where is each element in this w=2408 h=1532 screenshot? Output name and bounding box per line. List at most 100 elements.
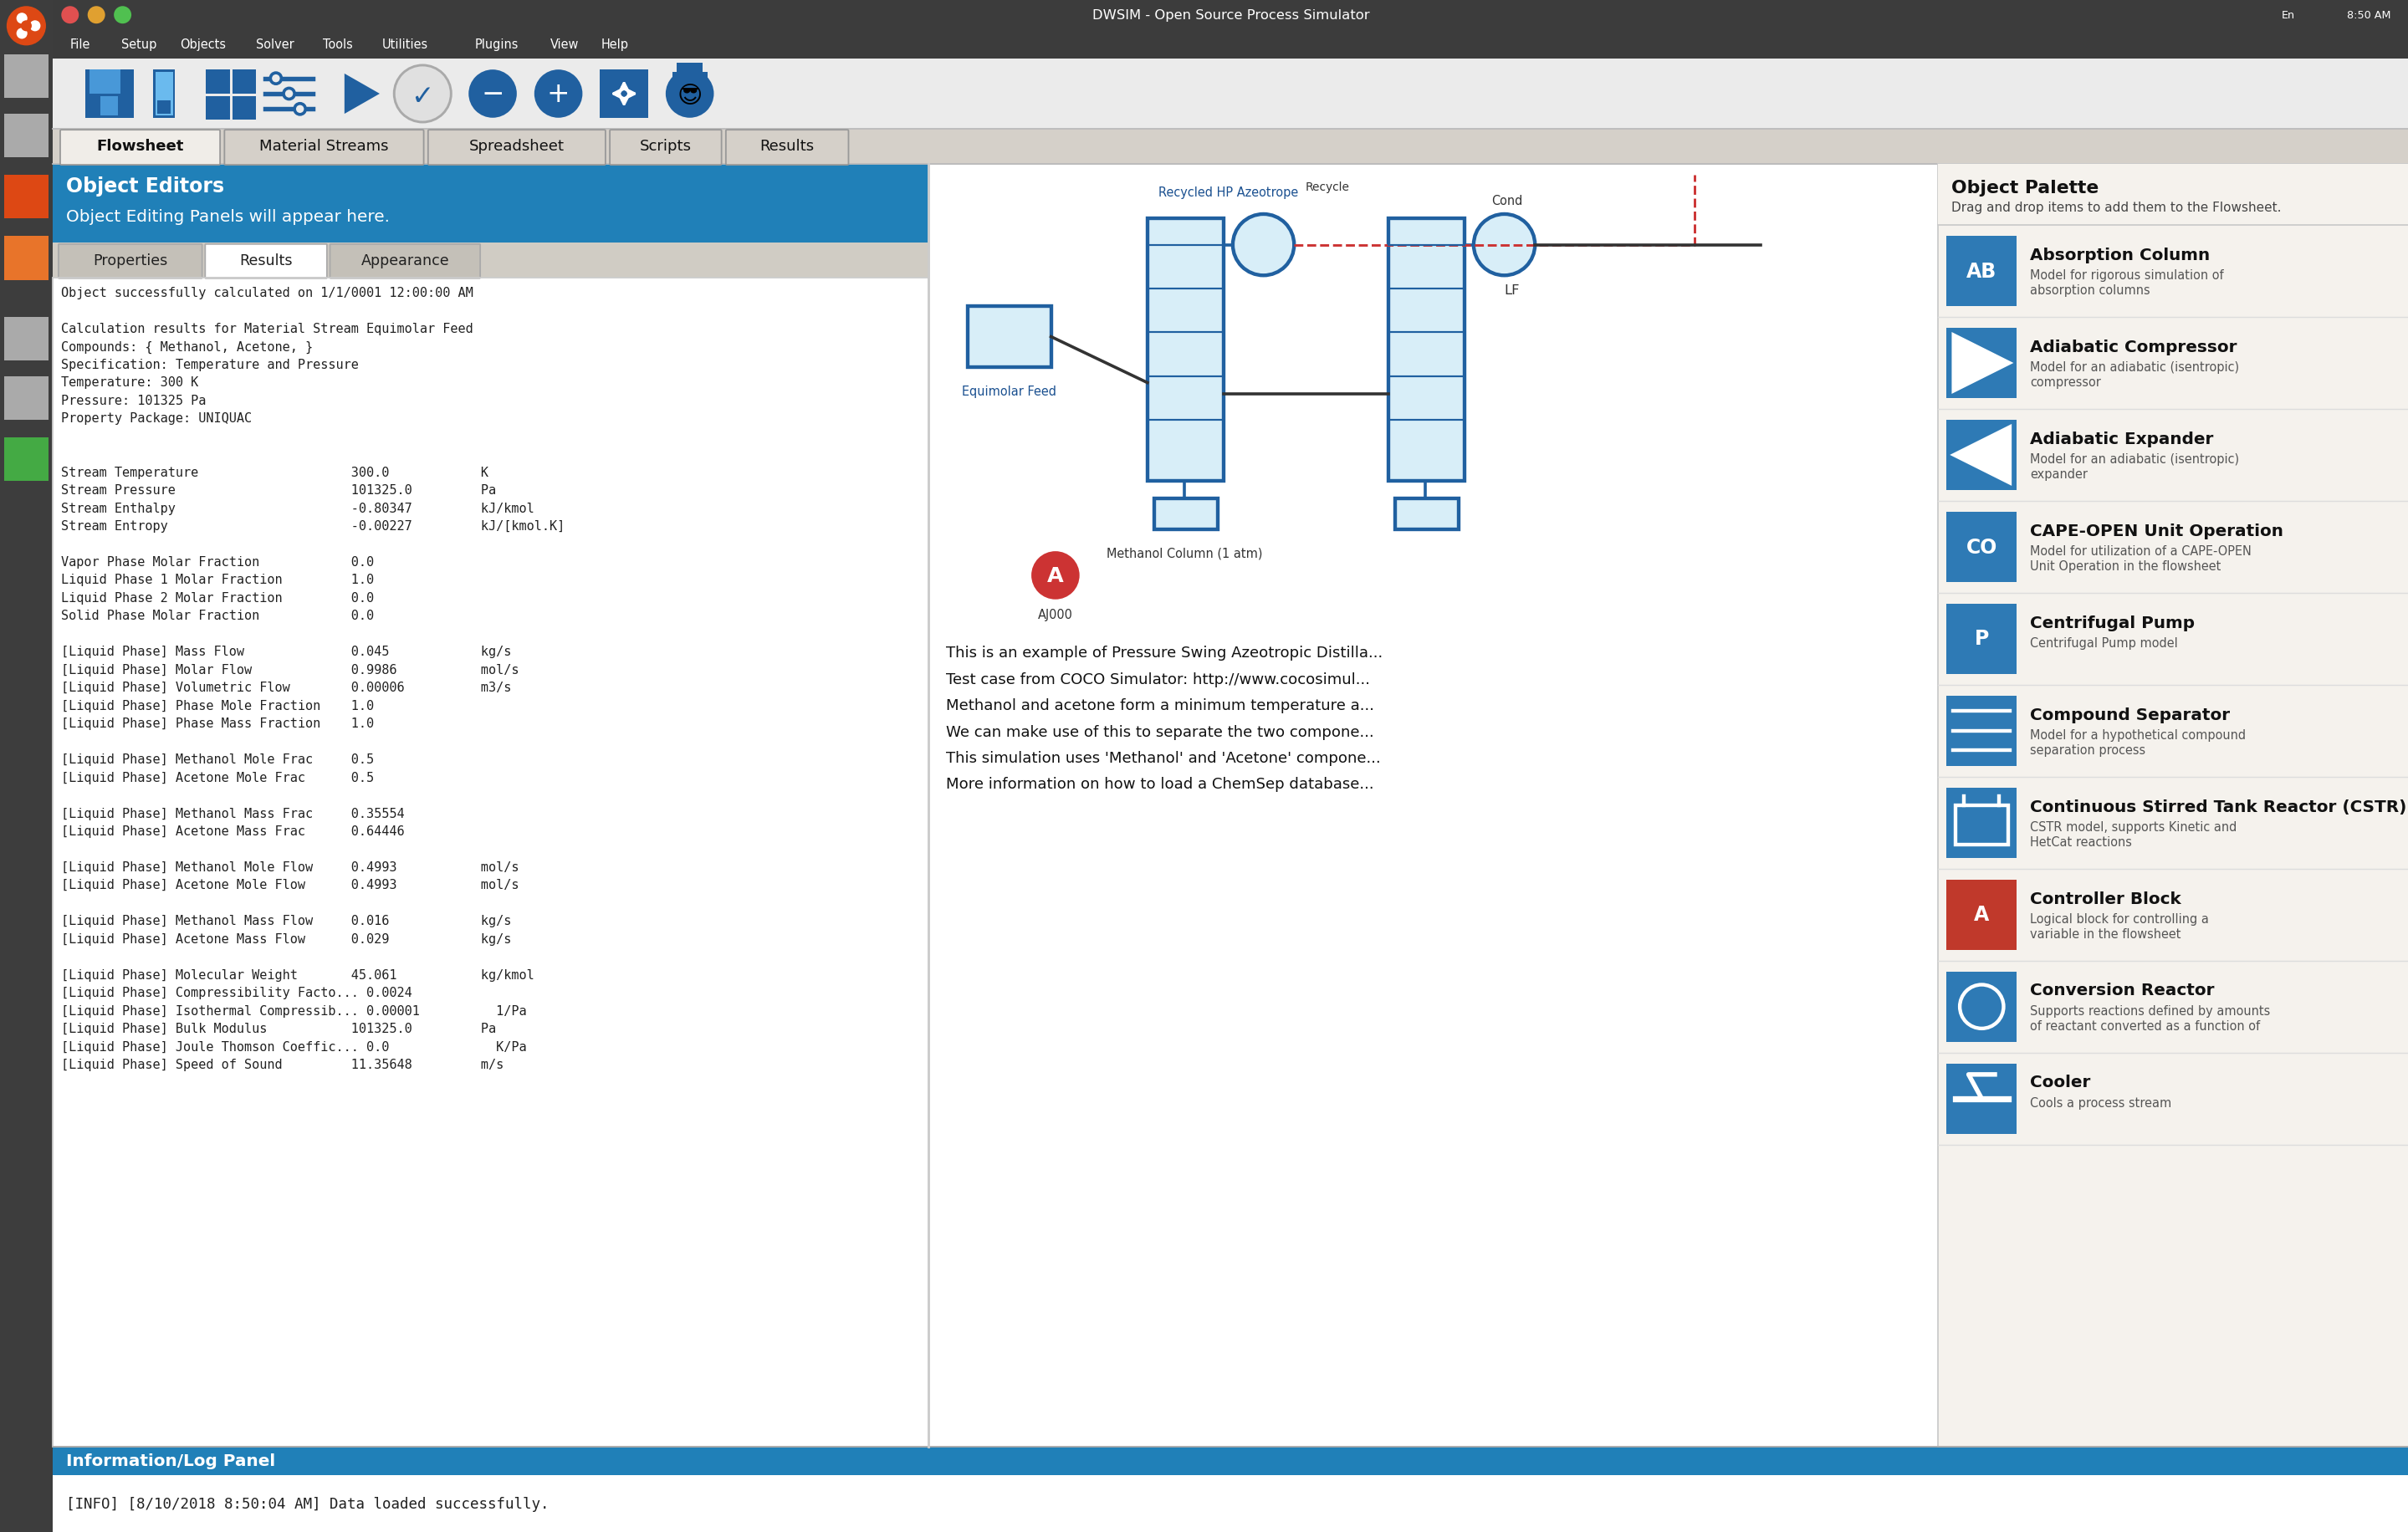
Text: Spreadsheet: Spreadsheet <box>470 139 563 155</box>
Text: Stream Enthalpy                       -0.80347         kJ/kmol: Stream Enthalpy -0.80347 kJ/kmol <box>60 502 535 515</box>
Text: This simulation uses 'Methanol' and 'Acetone' compone...: This simulation uses 'Methanol' and 'Ace… <box>946 751 1380 766</box>
Bar <box>1938 164 2408 225</box>
Bar <box>0 0 53 1532</box>
Text: Calculation results for Material Stream Equimolar Feed: Calculation results for Material Stream … <box>60 323 474 336</box>
Bar <box>53 129 2408 164</box>
Text: Help: Help <box>602 38 628 51</box>
Text: expander: expander <box>2030 469 2088 481</box>
Text: Stream Temperature                    300.0            K: Stream Temperature 300.0 K <box>60 466 489 478</box>
Bar <box>154 70 176 118</box>
Polygon shape <box>1953 427 2011 484</box>
Circle shape <box>87 6 106 25</box>
Text: [Liquid Phase] Joule Thomson Coeffic... 0.0              K/Pa: [Liquid Phase] Joule Thomson Coeffic... … <box>60 1040 527 1052</box>
Text: CAPE-OPEN Unit Operation: CAPE-OPEN Unit Operation <box>2030 522 2283 539</box>
Text: Utilities: Utilities <box>383 38 429 51</box>
Text: [Liquid Phase] Phase Mass Fraction    1.0: [Liquid Phase] Phase Mass Fraction 1.0 <box>60 717 373 729</box>
Text: 8:50 AM: 8:50 AM <box>2345 9 2391 21</box>
Text: Supports reactions defined by amounts: Supports reactions defined by amounts <box>2030 1005 2268 1017</box>
Text: CO: CO <box>1965 538 1996 558</box>
Bar <box>5 55 48 98</box>
Text: [Liquid Phase] Methanol Mass Flow     0.016            kg/s: [Liquid Phase] Methanol Mass Flow 0.016 … <box>60 915 510 927</box>
Text: 😎: 😎 <box>677 84 703 107</box>
Text: ✓: ✓ <box>412 83 433 110</box>
Text: A: A <box>1047 565 1064 585</box>
Text: [Liquid Phase] Molar Flow             0.9986           mol/s: [Liquid Phase] Molar Flow 0.9986 mol/s <box>60 663 520 676</box>
Bar <box>53 277 927 1446</box>
Text: [Liquid Phase] Acetone Mole Frac      0.5: [Liquid Phase] Acetone Mole Frac 0.5 <box>60 771 373 784</box>
Bar <box>1946 971 2015 1042</box>
Text: Results: Results <box>761 139 814 155</box>
FancyBboxPatch shape <box>205 245 327 279</box>
Text: Object Editors: Object Editors <box>65 176 224 196</box>
Bar <box>1946 604 2015 674</box>
Text: Test case from COCO Simulator: http://www.cocosimul...: Test case from COCO Simulator: http://ww… <box>946 673 1370 686</box>
Bar <box>5 236 48 280</box>
Text: Flowsheet: Flowsheet <box>96 139 183 155</box>
Bar <box>1946 512 2015 582</box>
Circle shape <box>7 6 46 46</box>
Text: [Liquid Phase] Speed of Sound         11.35648         m/s: [Liquid Phase] Speed of Sound 11.35648 m… <box>60 1059 503 1071</box>
Text: Object Palette: Object Palette <box>1950 179 2097 196</box>
Text: [Liquid Phase] Phase Mole Fraction    1.0: [Liquid Phase] Phase Mole Fraction 1.0 <box>60 700 373 712</box>
Circle shape <box>665 70 713 118</box>
Text: Specification: Temperature and Pressure: Specification: Temperature and Pressure <box>60 358 359 371</box>
Text: Object successfully calculated on 1/1/0001 12:00:00 AM: Object successfully calculated on 1/1/00… <box>60 286 474 299</box>
Text: LF: LF <box>1505 285 1519 297</box>
Circle shape <box>294 104 306 115</box>
Circle shape <box>1474 214 1534 276</box>
Text: Objects: Objects <box>181 38 226 51</box>
Text: P: P <box>1975 630 1989 650</box>
Text: AB: AB <box>1965 262 1996 282</box>
Text: Cooler: Cooler <box>2030 1074 2090 1091</box>
Text: Plugins: Plugins <box>474 38 518 51</box>
Circle shape <box>470 70 518 118</box>
Text: absorption columns: absorption columns <box>2030 285 2150 297</box>
Text: A: A <box>1975 905 1989 925</box>
FancyBboxPatch shape <box>725 130 848 165</box>
Text: File: File <box>70 38 92 51</box>
Circle shape <box>29 21 41 32</box>
Text: HetCat reactions: HetCat reactions <box>2030 836 2131 849</box>
Text: Liquid Phase 2 Molar Fraction         0.0: Liquid Phase 2 Molar Fraction 0.0 <box>60 591 373 604</box>
Text: Model for utilization of a CAPE-OPEN: Model for utilization of a CAPE-OPEN <box>2030 545 2251 558</box>
Circle shape <box>1233 214 1293 276</box>
Bar <box>1153 499 1216 530</box>
Text: [Liquid Phase] Molecular Weight       45.061           kg/kmol: [Liquid Phase] Molecular Weight 45.061 k… <box>60 968 535 980</box>
Text: CSTR model, supports Kinetic and: CSTR model, supports Kinetic and <box>2030 821 2237 833</box>
Text: +: + <box>547 80 571 107</box>
Text: Liquid Phase 1 Molar Fraction         1.0: Liquid Phase 1 Molar Fraction 1.0 <box>60 574 373 587</box>
Text: Solver: Solver <box>255 38 294 51</box>
Text: Adiabatic Expander: Adiabatic Expander <box>2030 430 2213 447</box>
Circle shape <box>17 29 26 40</box>
Text: Object Editing Panels will appear here.: Object Editing Panels will appear here. <box>65 208 390 225</box>
Text: En: En <box>2280 9 2295 21</box>
Bar <box>89 70 120 93</box>
Text: Stream Entropy                        -0.00227         kJ/[kmol.K]: Stream Entropy -0.00227 kJ/[kmol.K] <box>60 519 566 533</box>
Text: [Liquid Phase] Acetone Mass Flow      0.029            kg/s: [Liquid Phase] Acetone Mass Flow 0.029 k… <box>60 933 510 945</box>
Bar <box>157 72 173 116</box>
Bar <box>101 97 118 116</box>
Bar <box>53 31 2408 60</box>
Bar <box>1946 879 2015 950</box>
Bar <box>231 97 255 121</box>
Text: [Liquid Phase] Methanol Mole Frac     0.5: [Liquid Phase] Methanol Mole Frac 0.5 <box>60 754 373 766</box>
Polygon shape <box>347 77 376 112</box>
Text: [Liquid Phase] Acetone Mole Flow      0.4993           mol/s: [Liquid Phase] Acetone Mole Flow 0.4993 … <box>60 879 520 892</box>
Bar <box>53 60 2408 129</box>
FancyBboxPatch shape <box>58 245 202 279</box>
Text: Properties: Properties <box>94 253 169 268</box>
Bar <box>5 113 48 158</box>
Text: Property Package: UNIQUAC: Property Package: UNIQUAC <box>60 412 253 424</box>
Bar <box>53 277 927 1446</box>
Bar <box>84 70 132 118</box>
Text: Material Streams: Material Streams <box>260 139 388 155</box>
Circle shape <box>113 6 132 25</box>
Text: Information/Log Panel: Information/Log Panel <box>65 1452 275 1469</box>
Text: Absorption Column: Absorption Column <box>2030 247 2208 264</box>
Bar <box>1938 164 2408 1446</box>
Circle shape <box>60 6 79 25</box>
Text: Unit Operation in the flowsheet: Unit Operation in the flowsheet <box>2030 561 2220 573</box>
Text: [Liquid Phase] Isothermal Compressib... 0.00001          1/Pa: [Liquid Phase] Isothermal Compressib... … <box>60 1005 527 1017</box>
Text: Centrifugal Pump: Centrifugal Pump <box>2030 614 2194 631</box>
Bar <box>1946 236 2015 306</box>
